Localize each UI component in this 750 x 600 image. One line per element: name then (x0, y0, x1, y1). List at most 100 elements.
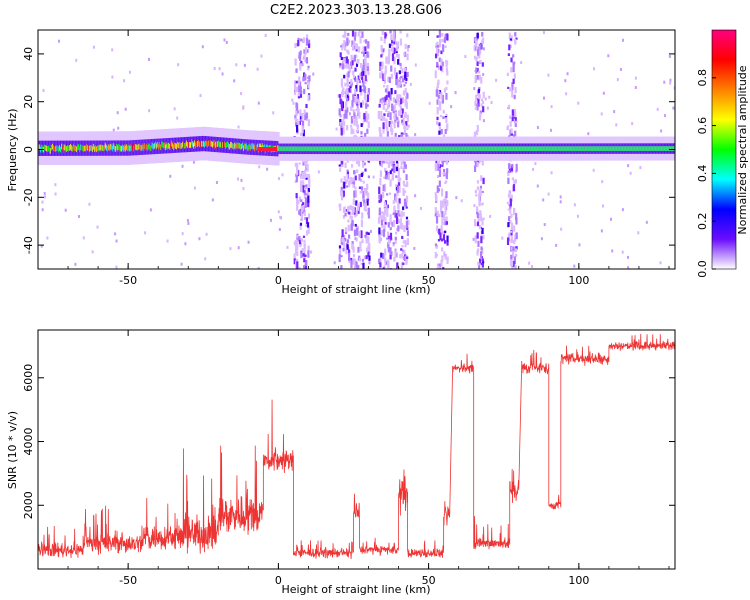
noise-speck (382, 219, 386, 222)
noise-speck (437, 79, 440, 85)
noise-speck (435, 253, 439, 257)
noise-speck (384, 259, 387, 266)
noise-speck (473, 55, 477, 60)
noise-speck (438, 130, 441, 135)
noise-speck (445, 93, 448, 100)
colorbar-tick-label: 0.0 (696, 260, 709, 278)
noise-speck (357, 98, 360, 105)
noise-speck (445, 173, 448, 180)
spectrogram-speck (144, 231, 147, 235)
spectrogram-speck (266, 167, 269, 171)
noise-speck (512, 134, 516, 138)
noise-speck (353, 170, 356, 175)
spectrogram-speck (218, 67, 221, 71)
noise-speck (387, 239, 391, 245)
noise-speck (404, 71, 407, 79)
noise-speck (353, 207, 356, 215)
noise-speck (394, 236, 397, 241)
noise-speck (342, 247, 345, 252)
noise-speck (405, 174, 408, 181)
spectrogram-speck (565, 92, 568, 96)
spectrogram-speck (281, 173, 284, 177)
noise-speck (444, 210, 447, 215)
noise-speck (481, 37, 485, 44)
noise-speck (342, 119, 345, 125)
noise-speck (354, 214, 357, 218)
spectrogram-speck (277, 177, 280, 181)
spectrogram-speck (258, 165, 261, 169)
noise-speck (437, 100, 441, 106)
noise-speck (438, 66, 441, 70)
noise-speck (444, 129, 447, 135)
noise-speck (367, 41, 370, 47)
noise-speck (367, 207, 370, 216)
noise-speck (406, 238, 409, 246)
noise-speck (381, 115, 384, 121)
noise-speck (366, 54, 369, 58)
noise-speck (391, 103, 394, 112)
spectrogram-speck (668, 54, 671, 58)
noise-speck (346, 125, 349, 131)
noise-speck (356, 203, 360, 211)
noise-speck (361, 239, 364, 244)
noise-speck (477, 98, 480, 107)
noise-speck (512, 54, 515, 58)
noise-speck (354, 190, 358, 198)
noise-speck (476, 212, 479, 219)
noise-speck (515, 232, 518, 240)
noise-speck (294, 58, 297, 66)
noise-speck (343, 181, 346, 189)
noise-speck (392, 97, 395, 103)
noise-speck (345, 87, 349, 95)
noise-speck (391, 128, 394, 133)
noise-speck (479, 43, 482, 50)
noise-speck (405, 206, 408, 209)
y-tick-label: -20 (22, 188, 35, 206)
spectrogram-speck (272, 111, 275, 115)
noise-speck (473, 219, 477, 227)
noise-speck (351, 100, 354, 108)
noise-speck (360, 131, 363, 135)
spectrogram-speck (669, 81, 672, 85)
noise-speck (300, 113, 303, 120)
noise-speck (346, 49, 349, 52)
noise-speck (386, 113, 390, 118)
noise-speck (510, 128, 513, 134)
noise-speck (361, 160, 365, 168)
spectrogram-speck (543, 223, 546, 227)
noise-speck (392, 243, 395, 247)
noise-speck (477, 240, 480, 247)
colorbar-gradient (711, 29, 737, 270)
noise-speck (345, 111, 348, 119)
noise-speck (480, 262, 483, 266)
spectrogram-speck (44, 195, 47, 199)
noise-speck (438, 90, 442, 94)
noise-speck (444, 254, 447, 260)
spectrogram-speck (317, 170, 320, 174)
noise-speck (362, 100, 365, 106)
noise-speck (436, 263, 440, 268)
noise-speck (355, 261, 358, 268)
noise-speck (345, 185, 349, 188)
noise-speck (435, 267, 439, 269)
noise-speck (304, 202, 307, 208)
noise-speck (397, 174, 400, 183)
noise-speck (347, 234, 351, 239)
noise-speck (400, 248, 403, 251)
noise-speck (355, 62, 359, 67)
spectrogram-y-axis-label: Frequency (Hz) (6, 109, 19, 192)
noise-speck (514, 179, 518, 184)
noise-speck (390, 34, 393, 41)
noise-speck (476, 161, 479, 168)
noise-speck (381, 61, 384, 68)
noise-speck (441, 218, 444, 225)
noise-speck (365, 39, 368, 44)
spectrogram-speck (237, 246, 240, 250)
noise-speck (393, 125, 396, 129)
noise-speck (295, 68, 298, 73)
noise-speck (392, 199, 395, 204)
noise-speck (304, 187, 307, 191)
noise-speck (380, 118, 383, 121)
noise-speck (305, 259, 308, 266)
spectrogram-speck (637, 231, 640, 235)
